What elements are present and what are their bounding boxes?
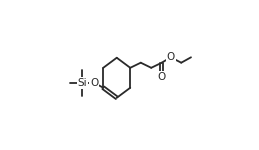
- Text: O: O: [158, 72, 166, 81]
- Text: Si: Si: [77, 78, 87, 88]
- Text: O: O: [167, 52, 175, 62]
- Text: O: O: [90, 78, 98, 88]
